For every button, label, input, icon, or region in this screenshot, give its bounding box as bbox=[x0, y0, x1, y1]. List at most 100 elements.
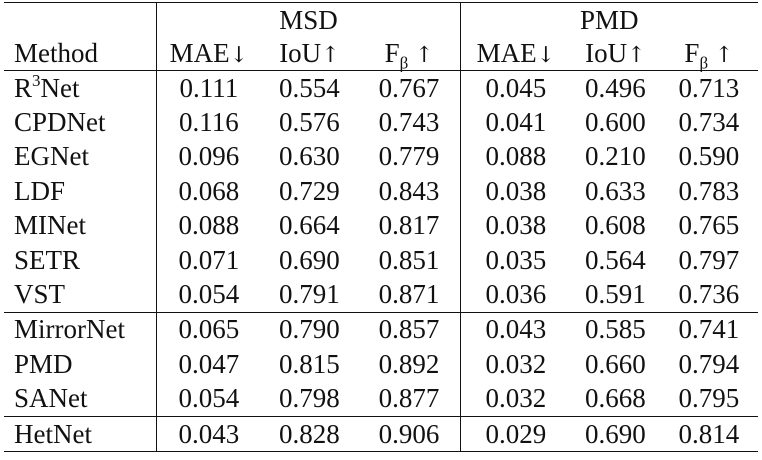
table-row: MirrorNet 0.065 0.790 0.857 0.043 0.585 … bbox=[4, 311, 758, 348]
pmd-mae-cell: 0.032 bbox=[459, 347, 572, 382]
header-msd-mae: MAE↓ bbox=[156, 37, 261, 71]
pmd-fbeta-cell: 0.590 bbox=[678, 141, 740, 172]
msd-mae-cell: 0.116 bbox=[156, 105, 261, 140]
pmd-iou-cell: 0.608 bbox=[585, 210, 646, 241]
pmd-mae-cell: 0.038 bbox=[459, 208, 572, 243]
pmd-fbeta-cell: 0.797 bbox=[678, 244, 740, 275]
pmd-iou-cell: 0.591 bbox=[585, 279, 646, 310]
pmd-mae-cell: 0.043 bbox=[459, 311, 572, 348]
pmd-iou-cell: 0.633 bbox=[585, 175, 646, 206]
msd-mae-cell: 0.047 bbox=[156, 347, 261, 382]
header-method: Method bbox=[4, 37, 157, 71]
msd-mae-cell: 0.088 bbox=[156, 208, 261, 243]
method-cell: MINet bbox=[14, 210, 86, 241]
header-pmd-beta-label: β bbox=[699, 53, 709, 73]
method-cell: MirrorNet bbox=[4, 311, 157, 348]
msd-iou-cell: 0.690 bbox=[279, 244, 340, 275]
header-row-groups: MSD PMD bbox=[4, 2, 758, 37]
pmd-mae-cell: 0.088 bbox=[459, 139, 572, 175]
msd-fbeta-cell: 0.906 bbox=[358, 415, 461, 453]
pmd-mae-cell: 0.032 bbox=[459, 381, 572, 417]
msd-fbeta-cell: 0.779 bbox=[378, 141, 440, 172]
pmd-iou-cell: 0.496 bbox=[585, 72, 646, 103]
header-msd-fbeta: Fβ ↑ bbox=[358, 37, 461, 73]
msd-iou-cell: 0.576 bbox=[279, 107, 340, 138]
msd-iou-cell: 0.828 bbox=[260, 415, 359, 453]
up-arrow-icon: ↑ bbox=[714, 43, 734, 68]
method-cell: R3Net bbox=[14, 70, 80, 103]
table-row: MINet 0.088 0.664 0.817 0.038 0.608 0.76… bbox=[4, 208, 758, 243]
header-msd-iou-label: IoU bbox=[279, 38, 322, 68]
header-msd-f-label: F bbox=[384, 38, 400, 68]
method-cell: LDF bbox=[14, 175, 66, 206]
table-row: VST 0.054 0.791 0.871 0.036 0.591 0.736 bbox=[4, 277, 758, 313]
pmd-iou-cell: 0.564 bbox=[585, 244, 646, 275]
pmd-iou-cell: 0.690 bbox=[571, 415, 660, 453]
pmd-mae-cell: 0.045 bbox=[459, 70, 572, 106]
msd-iou-cell: 0.798 bbox=[279, 383, 340, 414]
msd-iou-cell: 0.729 bbox=[279, 175, 340, 206]
table-row: EGNet 0.096 0.630 0.779 0.088 0.210 0.59… bbox=[4, 139, 758, 175]
pmd-mae-cell: 0.041 bbox=[459, 105, 572, 140]
msd-mae-cell: 0.054 bbox=[156, 381, 261, 417]
pmd-fbeta-cell: 0.765 bbox=[678, 210, 740, 241]
pmd-iou-cell: 0.585 bbox=[571, 311, 660, 348]
msd-fbeta-cell: 0.767 bbox=[378, 72, 440, 103]
header-msd-mae-label: MAE bbox=[169, 38, 230, 68]
header-group-pmd: PMD bbox=[459, 2, 758, 37]
msd-iou-cell: 0.630 bbox=[279, 141, 340, 172]
method-cell: PMD bbox=[14, 348, 73, 379]
pmd-fbeta-cell: 0.795 bbox=[678, 383, 740, 414]
table-row: HetNet 0.043 0.828 0.906 0.029 0.690 0.8… bbox=[4, 415, 758, 453]
table-row: PMD 0.047 0.815 0.892 0.032 0.660 0.794 bbox=[4, 347, 758, 382]
msd-iou-cell: 0.664 bbox=[279, 210, 340, 241]
results-table: MSD PMD Method MAE↓ IoU↑ Fβ ↑ MAE↓ IoU↑ … bbox=[4, 2, 758, 453]
up-arrow-icon: ↑ bbox=[627, 43, 646, 68]
pmd-fbeta-cell: 0.741 bbox=[659, 311, 758, 348]
header-group-msd: MSD bbox=[156, 2, 461, 37]
up-arrow-icon: ↑ bbox=[321, 43, 340, 68]
pmd-fbeta-cell: 0.736 bbox=[678, 279, 740, 310]
msd-mae-cell: 0.071 bbox=[156, 242, 261, 278]
table-row: LDF 0.068 0.729 0.843 0.038 0.633 0.783 bbox=[4, 174, 758, 209]
header-pmd-mae-label: MAE bbox=[476, 38, 537, 68]
msd-fbeta-cell: 0.892 bbox=[378, 348, 440, 379]
table-row: SETR 0.071 0.690 0.851 0.035 0.564 0.797 bbox=[4, 242, 758, 278]
down-arrow-icon: ↓ bbox=[536, 43, 556, 68]
header-msd-beta-label: β bbox=[399, 53, 409, 73]
table-row: SANet 0.054 0.798 0.877 0.032 0.668 0.79… bbox=[4, 381, 758, 417]
pmd-fbeta-cell: 0.794 bbox=[678, 348, 740, 379]
pmd-fbeta-cell: 0.814 bbox=[659, 415, 758, 453]
pmd-iou-cell: 0.668 bbox=[585, 383, 646, 414]
method-cell: CPDNet bbox=[14, 107, 106, 138]
msd-iou-cell: 0.815 bbox=[279, 348, 340, 379]
msd-fbeta-cell: 0.871 bbox=[378, 279, 440, 310]
method-cell: VST bbox=[14, 279, 66, 310]
msd-mae-cell: 0.043 bbox=[156, 415, 261, 453]
method-cell: SETR bbox=[14, 244, 81, 275]
msd-mae-cell: 0.054 bbox=[156, 277, 261, 313]
header-msd-iou: IoU↑ bbox=[260, 37, 359, 71]
msd-fbeta-cell: 0.877 bbox=[378, 383, 440, 414]
method-cell: HetNet bbox=[4, 415, 157, 453]
method-cell: EGNet bbox=[14, 141, 89, 172]
pmd-iou-cell: 0.600 bbox=[585, 107, 646, 138]
method-cell: SANet bbox=[14, 383, 88, 414]
table-row: R3Net 0.111 0.554 0.767 0.045 0.496 0.71… bbox=[4, 70, 758, 106]
msd-fbeta-cell: 0.843 bbox=[378, 175, 440, 206]
header-pmd-iou-label: IoU bbox=[585, 38, 628, 68]
header-pmd-f-label: F bbox=[684, 38, 700, 68]
msd-fbeta-cell: 0.817 bbox=[378, 210, 440, 241]
up-arrow-icon: ↑ bbox=[415, 43, 434, 68]
pmd-iou-cell: 0.210 bbox=[585, 141, 646, 172]
pmd-fbeta-cell: 0.713 bbox=[678, 72, 740, 103]
pmd-mae-cell: 0.036 bbox=[459, 277, 572, 313]
down-arrow-icon: ↓ bbox=[229, 43, 249, 68]
header-pmd-iou: IoU↑ bbox=[571, 37, 660, 71]
msd-iou-cell: 0.791 bbox=[279, 279, 340, 310]
msd-mae-cell: 0.065 bbox=[156, 311, 261, 348]
pmd-fbeta-cell: 0.734 bbox=[678, 107, 740, 138]
header-pmd-fbeta: Fβ ↑ bbox=[659, 37, 758, 73]
msd-iou-cell: 0.554 bbox=[279, 72, 340, 103]
table-row: CPDNet 0.116 0.576 0.743 0.041 0.600 0.7… bbox=[4, 105, 758, 140]
